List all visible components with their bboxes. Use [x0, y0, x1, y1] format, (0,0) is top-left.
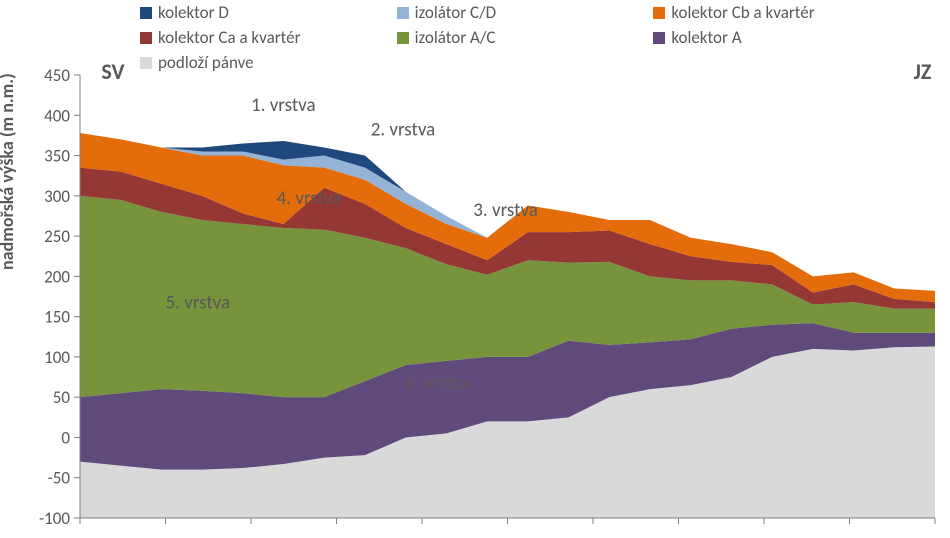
y-tick-label: 100	[44, 347, 70, 368]
legend-item: podloží pánve	[140, 52, 387, 73]
legend-swatch	[140, 32, 152, 44]
legend-label: kolektor Cb a kvartér	[671, 2, 814, 23]
legend-item: kolektor Ca a kvartér	[140, 27, 387, 48]
y-tick-label: 300	[44, 186, 70, 207]
legend-label: kolektor D	[158, 2, 229, 23]
y-tick-label: -50	[48, 468, 71, 489]
legend-swatch	[653, 7, 665, 19]
annotation: 2. vrstva	[371, 118, 436, 141]
legend-label: izolátor C/D	[415, 2, 496, 23]
chart-legend: kolektor D izolátor C/D kolektor Cb a kv…	[140, 2, 900, 73]
y-tick-label: 0	[61, 427, 70, 448]
geological-cross-section-chart: kolektor D izolátor C/D kolektor Cb a kv…	[0, 0, 950, 538]
y-tick-label: 200	[44, 266, 70, 287]
y-tick-label: 50	[53, 387, 71, 408]
annotation: 4. vrstva	[277, 187, 342, 210]
legend-label: kolektor A	[671, 27, 741, 48]
y-tick-label: -100	[39, 508, 70, 529]
y-tick-label: 150	[44, 307, 70, 328]
annotation: JZ	[914, 58, 932, 85]
y-tick-label: 350	[44, 146, 70, 167]
y-tick-label: 250	[44, 226, 70, 247]
annotation: 5. vrstva	[166, 292, 231, 315]
legend-label: podloží pánve	[158, 52, 254, 73]
y-tick-label: 450	[44, 65, 70, 86]
annotation: 3. vrstva	[473, 199, 538, 222]
legend-label: kolektor Ca a kvartér	[158, 27, 301, 48]
legend-label: izolátor A/C	[415, 27, 496, 48]
legend-item: kolektor A	[653, 27, 900, 48]
legend-item: izolátor C/D	[397, 2, 644, 23]
legend-swatch	[653, 32, 665, 44]
legend-swatch	[140, 7, 152, 19]
annotation: 1. vrstva	[251, 94, 316, 117]
legend-swatch	[140, 57, 152, 69]
y-axis-label: nadmořská výška (m n.m.)	[0, 73, 18, 270]
legend-swatch	[397, 32, 409, 44]
legend-swatch	[397, 7, 409, 19]
y-tick-label: 400	[44, 105, 70, 126]
annotation: 6. vrstva	[405, 372, 470, 395]
legend-item: kolektor D	[140, 2, 387, 23]
legend-item: izolátor A/C	[397, 27, 644, 48]
annotation: SV	[101, 58, 124, 85]
legend-item: kolektor Cb a kvartér	[653, 2, 900, 23]
plot-area: -100 -50 0 50 100 150 200 250 300 350 400 450 SV JZ 1.…	[0, 0, 950, 538]
